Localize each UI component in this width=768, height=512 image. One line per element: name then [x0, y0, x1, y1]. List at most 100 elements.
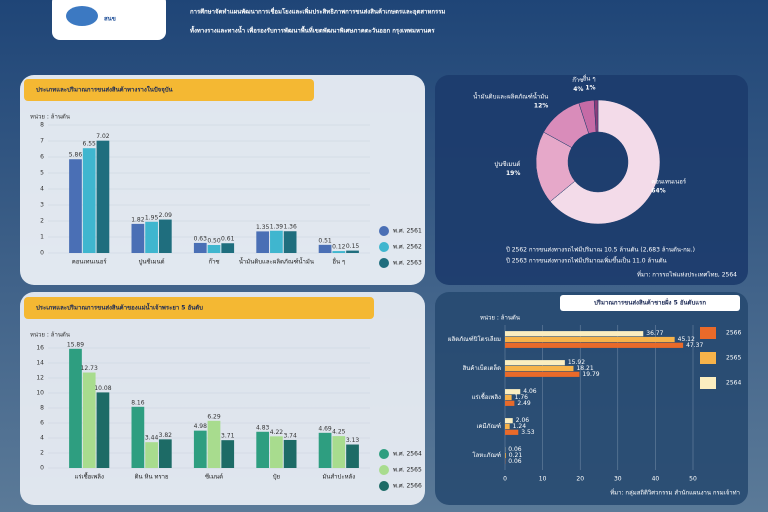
bar	[283, 231, 297, 253]
bar	[221, 243, 235, 253]
bar	[505, 360, 565, 366]
value-label: 1.24	[513, 423, 527, 430]
legend-label: พ.ศ. 2561	[393, 228, 422, 235]
x-tick-label: แร่เชื้อเพลิง	[74, 471, 103, 481]
legend-marker	[379, 449, 389, 459]
bar	[131, 223, 145, 253]
legend-marker	[379, 242, 389, 252]
bar	[332, 436, 346, 468]
value-label: 1.76	[515, 394, 529, 401]
y-tick-label: 6	[40, 420, 44, 427]
value-label: 1.82	[131, 216, 145, 223]
title-bar	[24, 297, 374, 319]
y-tick-label: 4	[40, 435, 44, 442]
bar	[82, 372, 96, 468]
x-tick-label: มันสำปะหลัง	[322, 474, 355, 481]
y-tick-label: 0	[40, 465, 44, 472]
x-tick-label: ซีเมนต์	[205, 473, 223, 481]
slice-value: 19%	[506, 170, 520, 177]
slice-value: 4%	[573, 86, 583, 93]
bar	[256, 431, 270, 468]
bar	[221, 440, 235, 468]
y-tick-label: สินค้าเบ็ดเตล็ด	[462, 363, 501, 372]
y-tick-label: 2	[40, 218, 44, 225]
value-label: 4.83	[256, 424, 270, 431]
bar	[96, 140, 110, 253]
y-tick-label: 8	[40, 122, 44, 129]
bar	[332, 251, 346, 253]
legend-label: พ.ศ. 2566	[393, 483, 422, 490]
x-tick-label: 0	[503, 476, 507, 483]
value-label: 0.15	[346, 243, 360, 250]
axis-label: หน่วย : ล้านตัน	[480, 315, 520, 322]
value-label: 1.95	[145, 214, 159, 221]
x-tick-label: น้ำมันดิบและผลิตภัณฑ์น้ำมัน	[239, 256, 314, 266]
y-tick-label: 4	[40, 186, 44, 193]
note: ปี 2562 การขนส่งทางรถไฟมีปริมาณ 10.5 ล้า…	[505, 246, 695, 254]
bar	[505, 418, 513, 424]
y-tick-label: 2	[40, 450, 44, 457]
x-tick-label: ปูนซีเมนต์	[139, 258, 165, 266]
value-label: 5.86	[69, 152, 83, 159]
bar	[207, 245, 221, 253]
slice-value: 64%	[651, 188, 665, 195]
slice-label: อื่น ๆ	[582, 75, 595, 83]
y-tick-label: แร่เชื้อเพลิง	[472, 391, 501, 401]
y-tick-label: 5	[40, 170, 44, 177]
y-tick-label: 3	[40, 202, 44, 209]
x-tick-label: 40	[652, 476, 660, 483]
axis-label: หน่วย : ล้านตัน	[30, 114, 70, 121]
bar	[505, 429, 519, 435]
value-label: 1.36	[283, 224, 297, 231]
value-label: 3.71	[221, 433, 235, 440]
bar	[505, 423, 510, 430]
legend-marker	[379, 226, 389, 236]
value-label: 15.92	[568, 359, 585, 366]
value-label: 0.50	[207, 238, 221, 245]
legend-label: พ.ศ. 2562	[393, 244, 422, 251]
panel	[435, 75, 748, 285]
bar	[96, 392, 110, 468]
value-label: 3.44	[145, 435, 159, 442]
value-label: 2.09	[159, 212, 173, 219]
pie-slice	[549, 99, 661, 225]
bar	[505, 389, 521, 395]
value-label: 3.53	[521, 429, 535, 436]
value-label: 47.37	[686, 342, 703, 349]
axis-label: หน่วย : ล้านตัน	[30, 332, 70, 339]
legend-marker	[379, 481, 389, 491]
value-label: 4.22	[270, 429, 284, 436]
bar	[505, 400, 515, 406]
value-label: 0.12	[332, 244, 346, 251]
y-tick-label: 10	[36, 390, 44, 397]
chart-title: ประเภทและปริมาณการขนส่งสินค้าของแม่น้ำเจ…	[36, 302, 203, 312]
y-tick-label: เคมีภัณฑ์	[476, 422, 501, 430]
y-tick-label: 7	[40, 138, 44, 145]
title-bar	[24, 79, 314, 101]
source: ที่มา: กลุ่มสถิติวิศวกรรม สำนักแผนงาน กร…	[610, 489, 740, 497]
y-tick-label: 14	[36, 360, 44, 367]
value-label: 3.13	[346, 437, 360, 444]
bar	[69, 159, 82, 253]
bar	[318, 432, 332, 468]
slice-value: 12%	[534, 102, 548, 109]
value-label: 1.35	[256, 224, 270, 231]
y-tick-label: 1	[40, 234, 44, 241]
legend-marker	[700, 352, 716, 364]
x-tick-label: อื่น ๆ	[332, 258, 345, 266]
value-label: 18.21	[576, 365, 593, 372]
bar	[256, 231, 270, 253]
value-label: 2.49	[517, 400, 531, 407]
x-tick-label: ปุ๋ย	[273, 474, 280, 481]
title-bar	[560, 295, 740, 311]
value-label: 0.51	[318, 237, 332, 244]
bar	[158, 439, 172, 468]
value-label: 3.74	[283, 432, 297, 439]
header-title: การศึกษาจัดทำแผนพัฒนาการเชื่อมโยงและเพิ่…	[190, 7, 445, 16]
legend-label: 2564	[726, 380, 741, 387]
panel	[20, 75, 425, 285]
value-label: 6.29	[207, 413, 221, 420]
bar	[270, 230, 283, 253]
legend-label: 2565	[726, 355, 741, 362]
